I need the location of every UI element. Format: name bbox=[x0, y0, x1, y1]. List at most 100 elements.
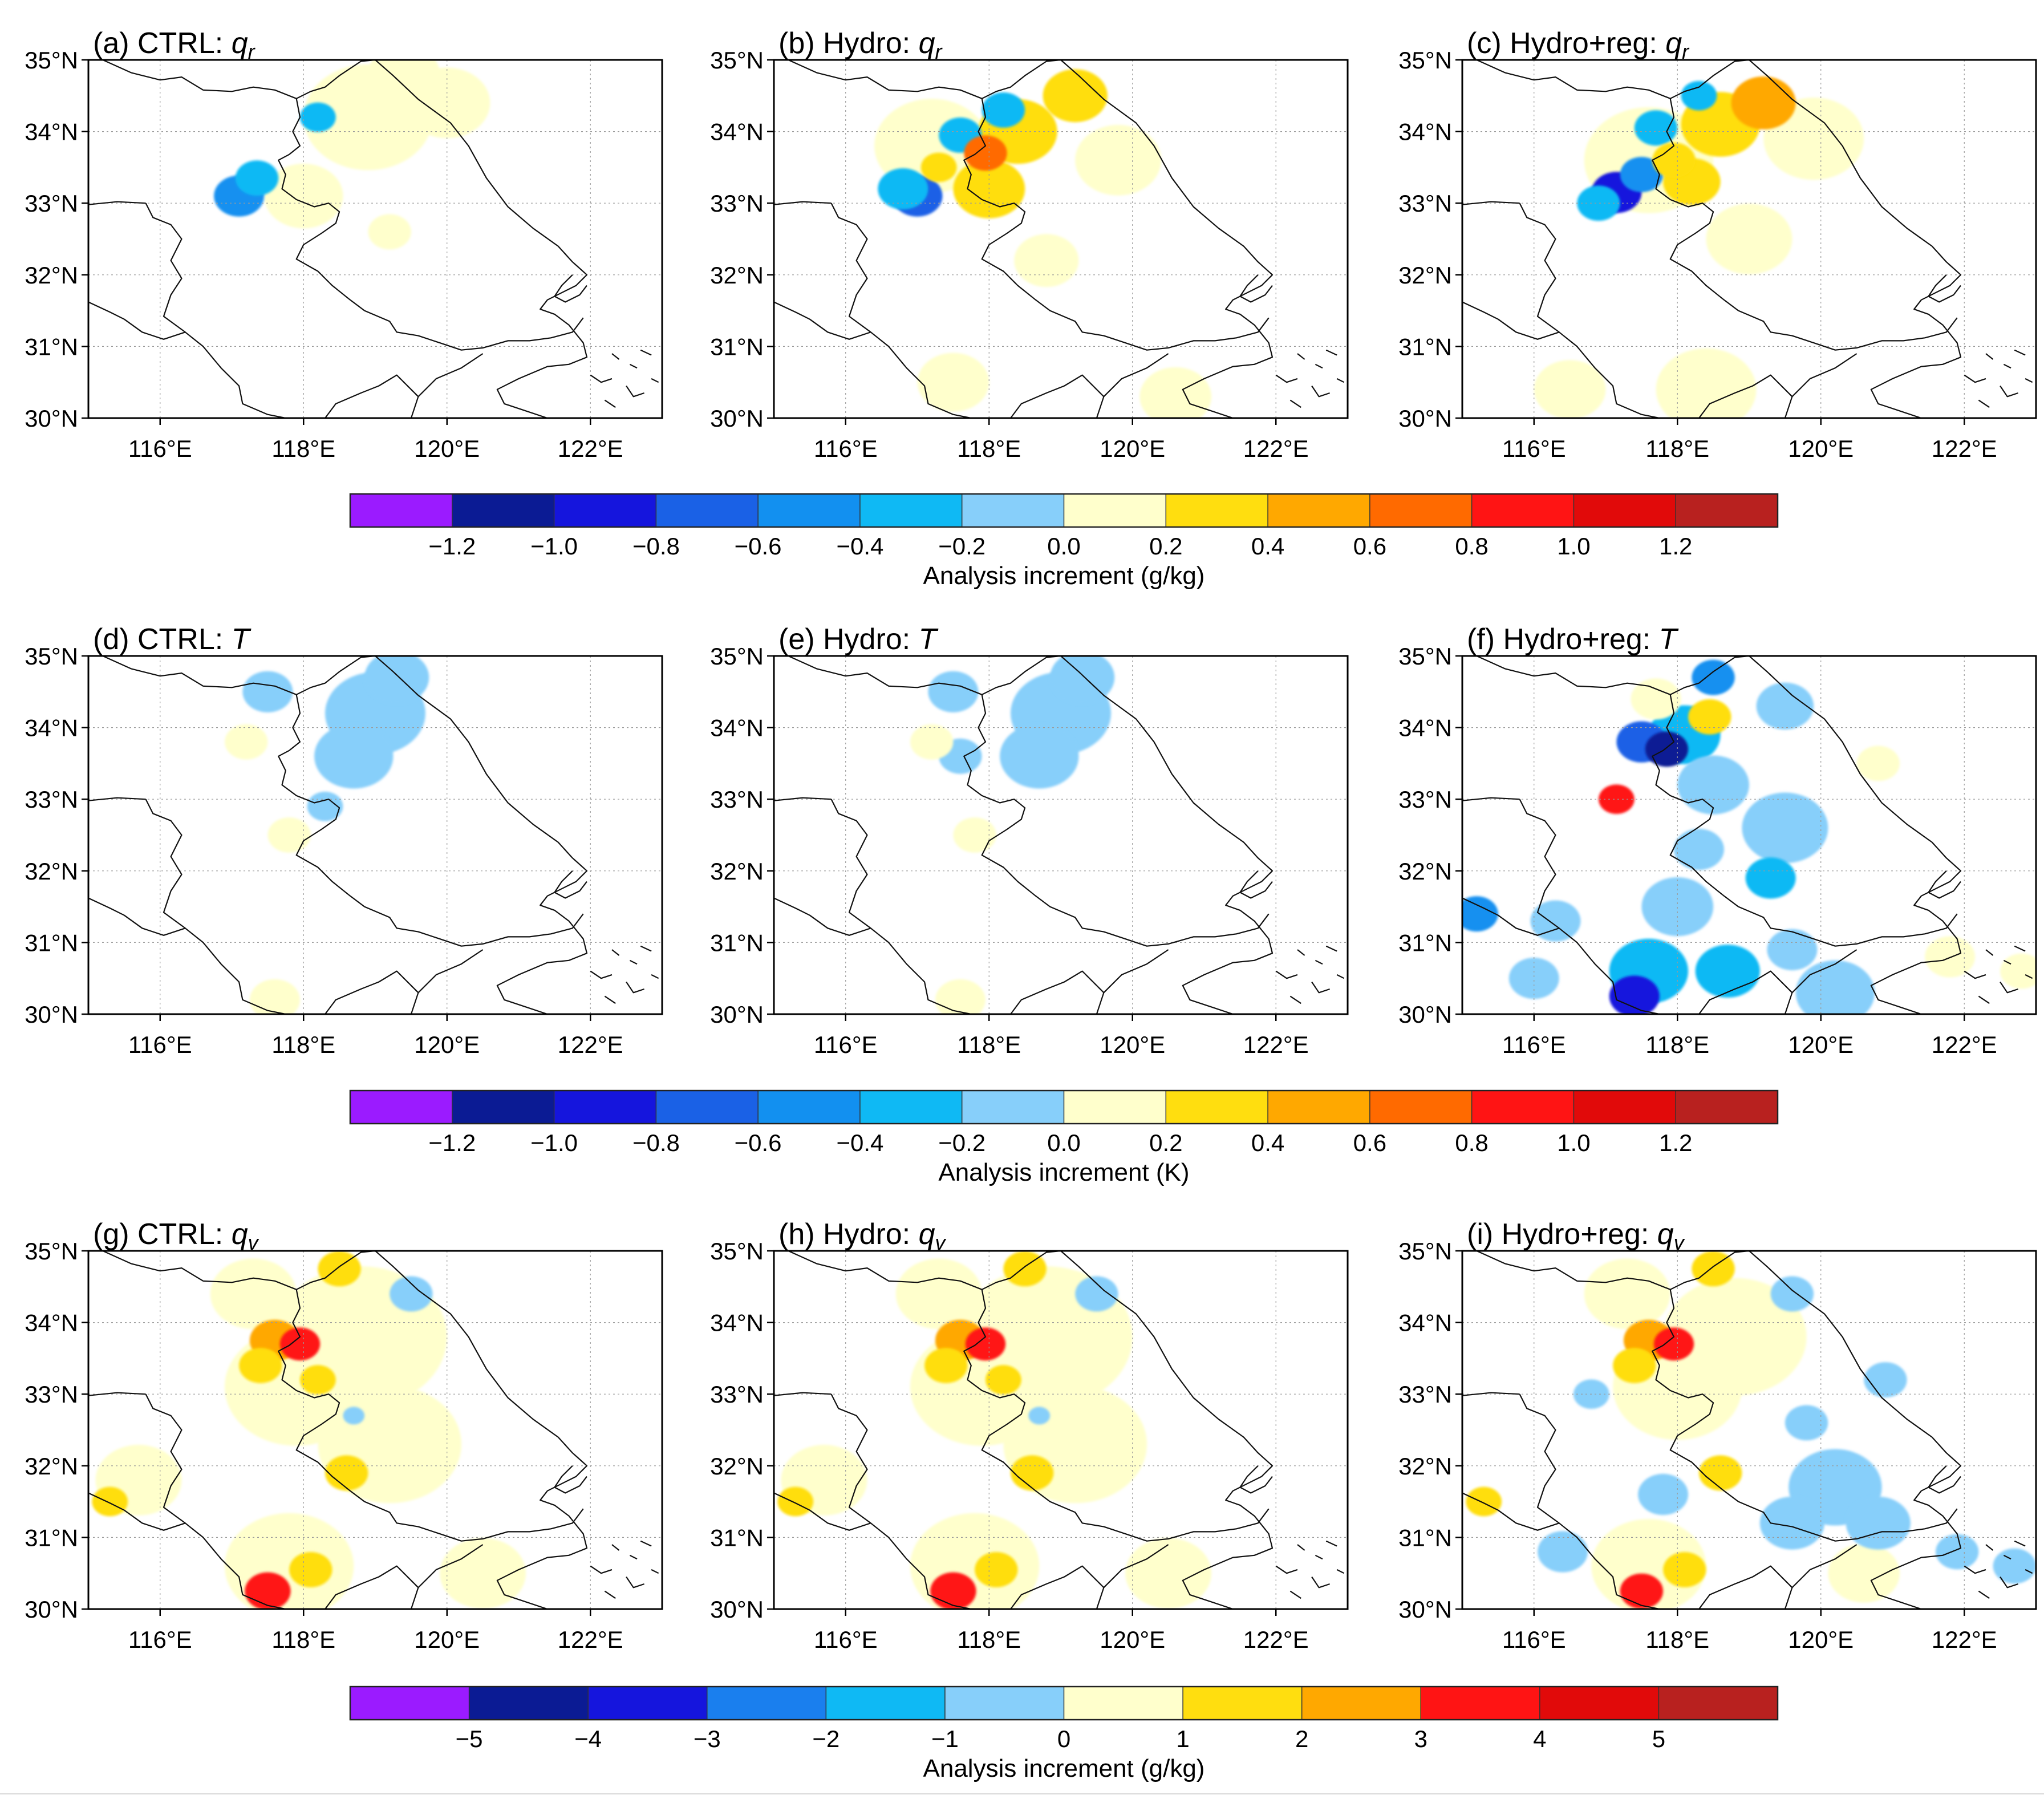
lat-tick-label: 32°N bbox=[710, 1453, 764, 1480]
boundary-line bbox=[1315, 1554, 1323, 1560]
lat-tick-label: 34°N bbox=[25, 119, 78, 145]
boundary-line bbox=[1985, 949, 1994, 956]
colorbar-tick-label: −1.2 bbox=[428, 1129, 476, 1156]
lat-tick-label: 32°N bbox=[710, 262, 764, 289]
boundary-line bbox=[145, 202, 286, 418]
negative-increment-patch bbox=[1000, 724, 1079, 789]
boundary-line bbox=[611, 949, 620, 956]
negative-increment-patch bbox=[1936, 1534, 1979, 1570]
lon-tick-label: 120°E bbox=[1788, 1626, 1854, 1653]
boundary-line bbox=[626, 981, 644, 994]
positive-increment-patch bbox=[895, 1258, 982, 1330]
negative-increment-patch bbox=[343, 1407, 365, 1425]
province-boundaries bbox=[774, 1251, 1345, 1609]
lon-tick-label: 120°E bbox=[1788, 1031, 1854, 1058]
panel-title: (e) Hydro: T bbox=[778, 623, 939, 656]
lat-tick-label: 33°N bbox=[25, 1381, 78, 1408]
boundary-line bbox=[640, 945, 652, 952]
colorbar-frame bbox=[349, 1089, 1779, 1125]
positive-increment-patch bbox=[1125, 1538, 1212, 1609]
boundary-line bbox=[410, 1544, 484, 1609]
negative-increment-patch bbox=[1674, 829, 1724, 870]
lon-tick-label: 118°E bbox=[271, 1031, 335, 1058]
boundary-line bbox=[788, 1251, 1061, 1290]
province-boundaries bbox=[88, 60, 659, 418]
positive-increment-patch bbox=[1688, 699, 1731, 735]
axis-ticks bbox=[82, 59, 591, 425]
panel-i: 116°E 118°E 120°E 122°E 30°N 31°N 32°N 33°N 34°N… bbox=[1398, 1218, 2037, 1653]
boundary-line bbox=[774, 301, 871, 340]
negative-increment-patch bbox=[1767, 929, 1818, 971]
boundary-line bbox=[629, 959, 638, 965]
lat-tick-label: 32°N bbox=[1398, 1453, 1452, 1480]
positive-increment-patch bbox=[1656, 348, 1757, 418]
negative-increment-patch bbox=[1530, 900, 1581, 942]
negative-increment-patch bbox=[1634, 110, 1678, 146]
colorbar-tick-label: −0.8 bbox=[632, 1129, 680, 1156]
boundary-line bbox=[774, 201, 832, 205]
colorbar-hydrometeor: −1.2 −1.0 −0.8 −0.6 −0.4 −0.2 0.0 0.2 0.4 0.6 0.8 1… bbox=[349, 493, 1779, 590]
boundary-line bbox=[1978, 1590, 1990, 1599]
boundary-line bbox=[1476, 1251, 1750, 1290]
negative-increment-patch bbox=[390, 1276, 433, 1312]
colorbar-tick-label: 0.2 bbox=[1149, 1129, 1182, 1156]
colorbar-tick-label: 0.6 bbox=[1353, 533, 1386, 560]
boundary-line bbox=[1096, 1544, 1169, 1609]
positive-increment-patch bbox=[1731, 76, 1796, 129]
boundary-line bbox=[2025, 974, 2033, 979]
lon-tick-label: 118°E bbox=[957, 1626, 1021, 1653]
boundary-line bbox=[774, 1492, 871, 1531]
boundary-line bbox=[1476, 60, 1750, 99]
negative-increment-patch bbox=[1692, 659, 1735, 695]
positive-increment-patch bbox=[1584, 1258, 1670, 1330]
colorbar-swatch bbox=[350, 494, 453, 527]
boundary-line bbox=[611, 1544, 620, 1551]
colorbar-swatch bbox=[350, 1687, 470, 1720]
positive-increment-patch bbox=[986, 1365, 1021, 1395]
boundary-line bbox=[145, 799, 286, 1014]
negative-increment-patch bbox=[1742, 792, 1828, 864]
colorbar-swatch bbox=[656, 1091, 759, 1124]
boundary-line bbox=[1964, 970, 1986, 979]
positive-increment-patch bbox=[777, 1486, 814, 1517]
colorbar-tick-label: 3 bbox=[1414, 1725, 1427, 1752]
colorbar-tick-label: 0.0 bbox=[1047, 1129, 1080, 1156]
colorbar-swatch bbox=[1676, 494, 1778, 527]
lat-tick-label: 34°N bbox=[1398, 119, 1452, 145]
colorbar-swatch bbox=[859, 1091, 963, 1124]
map-frame bbox=[87, 1250, 663, 1610]
positive-increment-patch bbox=[1075, 124, 1162, 196]
colorbar-swatch bbox=[758, 494, 861, 527]
boundary-line bbox=[1239, 870, 1273, 899]
colorbar-swatch bbox=[1183, 1687, 1303, 1720]
lon-tick-label: 122°E bbox=[1932, 1031, 1997, 1058]
negative-increment-patch bbox=[1508, 958, 1559, 999]
boundary-line bbox=[774, 1392, 832, 1396]
boundary-line bbox=[1325, 349, 1337, 356]
boundary-line bbox=[1698, 1565, 1793, 1609]
colorbar-swatch bbox=[452, 1091, 555, 1124]
colorbar-tick-label: 0.8 bbox=[1455, 533, 1488, 560]
boundary-line bbox=[651, 378, 659, 383]
negative-increment-patch bbox=[1028, 1407, 1051, 1425]
boundary-line bbox=[1297, 353, 1305, 360]
positive-increment-patch bbox=[225, 724, 268, 760]
lat-tick-label: 33°N bbox=[710, 190, 764, 217]
boundary-line bbox=[2025, 1569, 2033, 1574]
positive-increment-patch bbox=[210, 1258, 297, 1330]
boundary-line bbox=[1311, 385, 1330, 398]
negative-increment-patch bbox=[928, 671, 979, 712]
boundary-line bbox=[640, 349, 652, 356]
boundary-line bbox=[963, 694, 1270, 947]
negative-increment-patch bbox=[1638, 1473, 1689, 1516]
boundary-line bbox=[2000, 981, 2018, 994]
lat-tick-label: 31°N bbox=[25, 1524, 78, 1551]
negative-increment-patch bbox=[1695, 945, 1760, 998]
boundary-line bbox=[2000, 1576, 2018, 1589]
colorbar-tick-label: 0.8 bbox=[1455, 1129, 1488, 1156]
colorbar-swatch bbox=[1064, 1687, 1183, 1720]
increment-field bbox=[874, 69, 1212, 418]
panel-h: 116°E 118°E 120°E 122°E 30°N 31°N 32°N 33°N 34°N… bbox=[710, 1218, 1349, 1653]
colorbar-tick-label: 5 bbox=[1652, 1725, 1665, 1752]
boundary-line bbox=[88, 1392, 146, 1396]
